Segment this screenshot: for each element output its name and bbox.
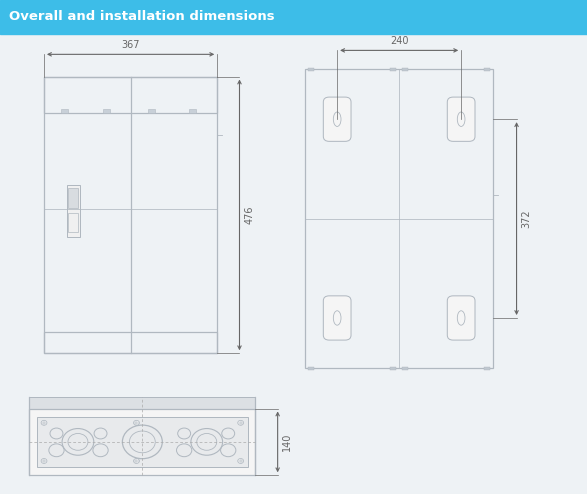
FancyBboxPatch shape [447,296,475,340]
FancyBboxPatch shape [323,97,351,141]
Bar [29,409,255,475]
Bar [402,367,408,370]
Bar [0,0,587,34]
Bar [305,69,493,368]
Bar [37,417,248,467]
Text: 372: 372 [521,209,531,228]
Text: 140: 140 [282,433,292,451]
Bar [190,109,197,113]
Bar [484,68,490,71]
Bar [68,213,77,232]
Polygon shape [29,397,255,409]
Bar [66,185,79,237]
Bar [103,109,110,113]
FancyBboxPatch shape [447,97,475,141]
Bar [68,188,77,208]
Bar [308,367,314,370]
Bar [308,68,314,71]
Bar [484,367,490,370]
Text: Overall and installation dimensions: Overall and installation dimensions [9,10,275,23]
Bar [390,68,396,71]
Bar [390,367,396,370]
Text: 367: 367 [122,41,140,50]
Text: 240: 240 [390,37,409,46]
Bar [44,77,217,113]
Bar [44,332,217,353]
Text: 476: 476 [244,206,254,224]
Bar [44,77,217,353]
Bar [148,109,155,113]
Bar [61,109,68,113]
Bar [402,68,408,71]
FancyBboxPatch shape [323,296,351,340]
